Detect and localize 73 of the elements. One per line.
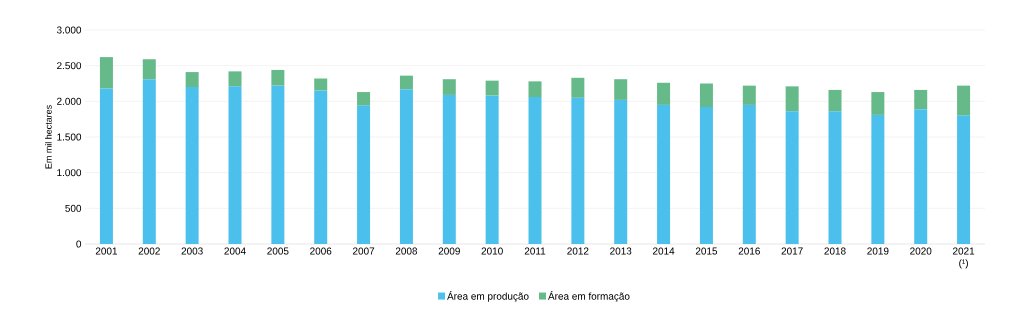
- bar: [314, 90, 328, 244]
- bar: [914, 109, 928, 244]
- bar: [142, 79, 156, 244]
- bar: [828, 111, 842, 244]
- bar: [571, 97, 585, 244]
- x-tick-label: 2008: [395, 247, 418, 255]
- bar: [957, 115, 971, 244]
- bar: [657, 104, 671, 244]
- legend-label: Área em produção: [447, 290, 529, 302]
- y-tick-label: 1.000: [57, 169, 82, 177]
- bar: [614, 99, 628, 244]
- bar: [228, 71, 242, 87]
- bar: [142, 59, 156, 80]
- x-tick-label: 2013: [610, 247, 632, 255]
- bar: [185, 87, 199, 244]
- bar: [442, 94, 456, 244]
- x-tick-label: 2018: [824, 247, 846, 255]
- y-tick-label: 1.500: [57, 133, 82, 141]
- bar: [357, 105, 371, 244]
- x-tick-label: 2017: [781, 247, 803, 255]
- bar: [271, 85, 285, 244]
- y-tick-label: 2.000: [57, 97, 82, 105]
- x-tick-label: 2015: [695, 247, 718, 255]
- bar: [828, 89, 842, 112]
- bar: [485, 95, 499, 244]
- x-tick-label: 2005: [267, 247, 289, 255]
- bar: [99, 57, 113, 89]
- bar: [742, 85, 756, 105]
- x-tick-label: 2004: [224, 247, 246, 255]
- bar: [528, 97, 542, 244]
- bar: [785, 86, 799, 112]
- bar: [699, 107, 713, 244]
- bar: [614, 79, 628, 100]
- bar: [357, 92, 371, 106]
- bar: [442, 79, 456, 95]
- bar: [871, 92, 885, 115]
- legend-label: Área em formação: [548, 290, 630, 302]
- x-tick-label: 2011: [524, 247, 546, 255]
- x-tick-label: 2012: [567, 247, 589, 255]
- y-tick-label: 0: [76, 240, 82, 248]
- y-axis-title: Em mil hectares: [45, 105, 52, 169]
- bar: [485, 80, 499, 96]
- bar: [228, 86, 242, 244]
- bar: [271, 69, 285, 86]
- y-tick-label: 3.000: [56, 26, 82, 34]
- x-tick-label: 2021 (¹): [953, 247, 975, 269]
- x-tick-label: 2007: [352, 247, 375, 255]
- bar: [871, 114, 885, 244]
- x-tick-label: 2016: [738, 247, 760, 255]
- x-tick-label: 2010: [481, 247, 503, 255]
- x-tick-label: 2001: [95, 247, 118, 255]
- x-tick-label: 2009: [438, 247, 460, 255]
- y-tick-label: 500: [65, 204, 82, 212]
- bar: [699, 83, 713, 108]
- bar: [399, 89, 413, 244]
- x-tick-label: 2006: [310, 247, 332, 255]
- x-tick-label: 2014: [652, 247, 675, 255]
- bar: [785, 111, 799, 244]
- bar: [99, 88, 113, 244]
- x-tick-label: 2003: [181, 247, 203, 255]
- bar: [742, 104, 756, 244]
- bar: [957, 85, 971, 116]
- bar: [185, 72, 199, 88]
- bar: [571, 77, 585, 98]
- x-tick-label: 2002: [138, 247, 160, 255]
- bar: [657, 82, 671, 105]
- bar: [314, 78, 328, 91]
- bar: [914, 89, 928, 110]
- bar: [528, 81, 542, 98]
- x-tick-label: 2019: [867, 247, 889, 255]
- x-tick-label: 2020: [910, 247, 932, 255]
- bar: [399, 75, 413, 90]
- y-tick-label: 2.500: [57, 62, 82, 70]
